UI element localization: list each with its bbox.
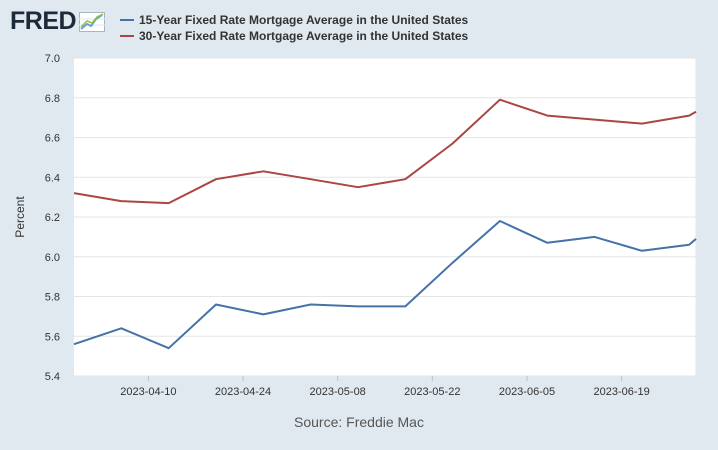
legend-swatch-30-year: [120, 35, 134, 37]
y-tick-label: 6.8: [45, 93, 60, 105]
y-tick-label: 6.6: [45, 133, 60, 145]
series-line-30-year[interactable]: [73, 98, 697, 205]
series-lines: [73, 98, 697, 350]
x-tick-label: 2023-04-10: [120, 386, 176, 398]
y-tick-label: 6.0: [45, 252, 60, 264]
logo-text: FRED: [10, 7, 77, 35]
x-tick-label: 2023-05-22: [404, 386, 460, 398]
line-graph-icon: [79, 11, 106, 32]
x-axis-ticks: 2023-04-10 2023-04-24 2023-05-08 2023-05-22…: [120, 376, 650, 398]
y-tick-label: 5.4: [45, 371, 60, 383]
legend-swatch-15-year: [120, 19, 134, 21]
legend-label-30-year: 30-Year Fixed Rate Mortgage Average in t…: [139, 29, 469, 43]
y-tick-label: 5.8: [45, 292, 60, 304]
source-note: Source: Freddie Mac: [294, 414, 424, 430]
chart-legend: 15-Year Fixed Rate Mortgage Average in t…: [120, 12, 468, 44]
chart-header: FRED 15-Year Fixed Rate Mortgage Average…: [0, 0, 718, 50]
fred-logo[interactable]: FRED: [10, 7, 106, 35]
x-tick-label: 2023-05-08: [310, 386, 366, 398]
y-tick-label: 6.4: [45, 172, 60, 184]
legend-item-30-year[interactable]: 30-Year Fixed Rate Mortgage Average in t…: [120, 28, 468, 44]
legend-label-15-year: 15-Year Fixed Rate Mortgage Average in t…: [139, 13, 469, 27]
y-tick-label: 6.2: [45, 212, 60, 224]
legend-item-15-year[interactable]: 15-Year Fixed Rate Mortgage Average in t…: [120, 12, 468, 28]
series-line-15-year[interactable]: [73, 220, 697, 350]
y-axis-label: Percent: [13, 196, 27, 238]
grid-lines: [74, 57, 697, 377]
y-tick-label: 7.0: [45, 53, 60, 65]
x-tick-label: 2023-06-05: [499, 386, 555, 398]
x-tick-label: 2023-04-24: [215, 386, 271, 398]
x-tick-label: 2023-06-19: [593, 386, 649, 398]
y-tick-label: 5.6: [45, 331, 60, 343]
y-axis-ticks: 5.4 5.6 5.8 6.0 6.2 6.4 6.6 6.8 7.0: [45, 53, 60, 383]
